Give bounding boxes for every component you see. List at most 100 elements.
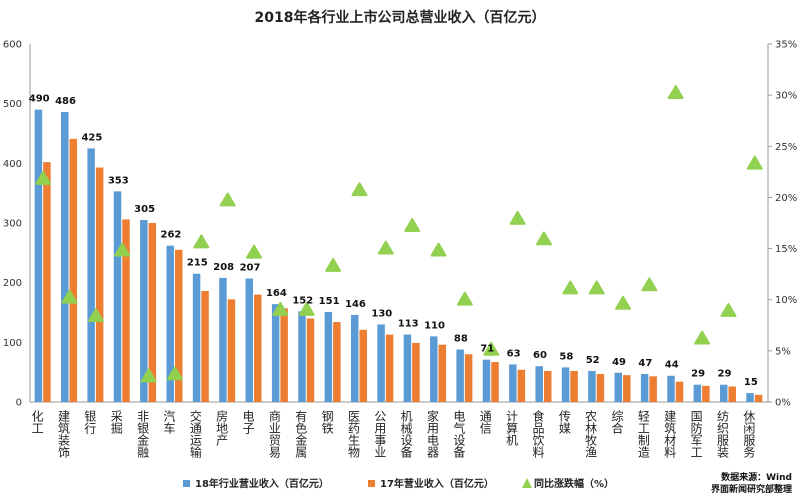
pct-marker (509, 210, 526, 225)
x-tick-label: 商业贸易 (267, 409, 281, 459)
x-tick-label: 传媒 (557, 409, 571, 434)
pct-marker (535, 231, 552, 246)
legend-label: 17年营业收入（百亿元） (380, 477, 494, 490)
pct-marker (166, 366, 183, 381)
x-tick-label: 家用电器 (426, 409, 440, 459)
data-label: 29 (718, 369, 732, 380)
bar-18 (614, 372, 623, 402)
markers (35, 85, 763, 383)
y2-tick-label: 10% (775, 295, 797, 306)
bar-17 (623, 375, 631, 402)
svg-text:采掘: 采掘 (109, 410, 123, 435)
svg-text:机械设备: 机械设备 (399, 410, 413, 459)
bar-18 (245, 278, 254, 402)
svg-text:建筑装饰: 建筑装饰 (57, 410, 71, 458)
data-label: 130 (371, 308, 392, 319)
bar-17 (517, 369, 526, 402)
bar-17 (728, 386, 736, 402)
x-tick-label: 非银金融 (136, 410, 150, 459)
data-label: 71 (480, 344, 494, 355)
svg-text:汽车: 汽车 (162, 409, 176, 435)
bar-17 (754, 394, 763, 402)
bar-18 (482, 359, 491, 402)
data-label: 29 (691, 369, 705, 380)
bar-17 (201, 291, 209, 402)
bar-17 (43, 162, 51, 402)
y2-tick-label: 25% (775, 142, 797, 153)
y2-tick-label: 35% (775, 40, 797, 51)
x-tick-label: 医药生物 (346, 410, 360, 458)
bar-17 (464, 354, 473, 402)
svg-text:计算机: 计算机 (505, 410, 519, 446)
y2-tick-label: 30% (775, 91, 797, 102)
bar-17 (570, 370, 578, 402)
data-label: 146 (345, 299, 366, 310)
legend-item: 18年行业营业收入（百亿元） (183, 477, 329, 490)
svg-text:银行: 银行 (83, 410, 97, 434)
x-tick-label: 农林牧渔 (584, 410, 598, 458)
data-label: 58 (559, 351, 573, 362)
pct-marker (325, 257, 342, 272)
svg-text:非银金融: 非银金融 (136, 410, 150, 459)
pct-marker (746, 155, 763, 170)
data-label: 207 (240, 262, 261, 273)
bar-17 (95, 167, 104, 402)
svg-text:传媒: 传媒 (557, 409, 571, 434)
data-label: 44 (665, 360, 679, 371)
svg-text:休闲服务: 休闲服务 (742, 410, 756, 458)
svg-text:公用事业: 公用事业 (373, 410, 387, 458)
data-label: 425 (81, 132, 102, 143)
pct-marker (61, 289, 78, 304)
x-tick-label: 钢铁 (320, 410, 334, 434)
pct-marker (456, 291, 473, 306)
svg-text:电气设备: 电气设备 (452, 410, 466, 459)
bar-17 (69, 138, 78, 402)
svg-text:农林牧渔: 农林牧渔 (584, 410, 598, 458)
x-tick-label: 计算机 (505, 410, 519, 446)
x-tick-label: 交通运输 (188, 409, 202, 459)
pct-marker (35, 171, 52, 185)
x-tick-label: 电气设备 (452, 410, 466, 459)
bar-18 (430, 336, 438, 402)
bar-17 (333, 322, 341, 402)
x-tick-label: 银行 (83, 410, 97, 434)
pct-marker (246, 244, 263, 259)
value-labels: 490 486 425 353 305 262 215 208 207 164 152 151 146 1… (29, 94, 758, 388)
pct-marker (430, 242, 447, 257)
bar-18 (350, 314, 359, 402)
bar-18 (509, 364, 517, 402)
y-tick-label: 500 (3, 99, 22, 110)
bar-17 (385, 334, 394, 402)
pct-marker (615, 295, 632, 310)
pct-marker (483, 341, 500, 356)
bar-18 (192, 273, 201, 402)
pct-marker (694, 330, 711, 345)
x-tick-label: 机械设备 (399, 410, 413, 459)
bar-17 (148, 223, 157, 402)
bar-18 (34, 109, 43, 402)
legend-swatch (522, 478, 532, 488)
x-tick-label: 电子 (241, 410, 255, 434)
data-label: 490 (29, 94, 50, 105)
bar-18 (456, 349, 464, 402)
x-tick-label: 综合 (610, 410, 624, 434)
svg-text:商业贸易: 商业贸易 (267, 409, 281, 459)
data-label: 262 (161, 230, 182, 241)
bar-18 (719, 384, 728, 402)
pct-marker (377, 240, 394, 255)
pct-marker (588, 280, 605, 295)
data-label: 110 (424, 320, 445, 331)
x-tick-label: 房地产 (215, 409, 229, 447)
data-label: 15 (744, 377, 758, 388)
y2-tick-label: 0% (775, 398, 791, 409)
pct-marker (720, 302, 737, 317)
svg-text:综合: 综合 (610, 410, 624, 434)
legend-swatch (368, 480, 375, 487)
source-line-1: 数据来源：Wind (721, 471, 792, 483)
data-label: 60 (533, 350, 547, 361)
bar-18 (140, 220, 148, 402)
data-label: 215 (187, 258, 208, 269)
data-label: 88 (454, 333, 468, 344)
data-label: 152 (292, 295, 313, 306)
bar-17 (174, 249, 183, 402)
